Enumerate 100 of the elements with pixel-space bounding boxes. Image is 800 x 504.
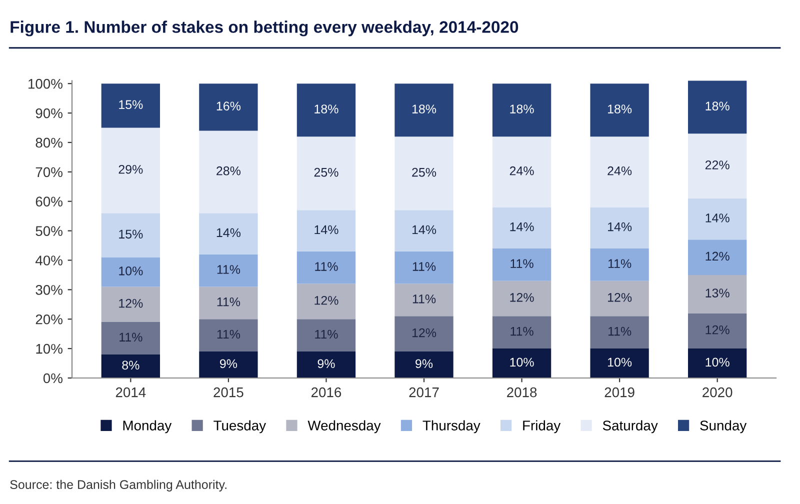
x-tick-label: 2017 <box>409 387 439 398</box>
data-label: 10% <box>608 358 632 367</box>
bar <box>394 352 454 378</box>
bar <box>394 210 454 252</box>
data-label: 22% <box>705 160 730 170</box>
legend-label: Sunday <box>700 420 747 434</box>
bar <box>199 130 258 214</box>
x-tick-label: 2018 <box>507 387 537 398</box>
bar <box>296 210 356 252</box>
data-label: 28% <box>216 166 241 176</box>
data-label: 15% <box>119 100 143 110</box>
y-tick-label: 50% <box>36 226 62 236</box>
data-label: 14% <box>706 214 730 222</box>
data-label: 14% <box>216 228 241 238</box>
data-label: 11% <box>412 294 436 304</box>
data-label: 24% <box>608 166 632 176</box>
data-label: 25% <box>314 168 338 177</box>
data-label: 14% <box>412 225 436 234</box>
data-label: 12% <box>119 298 143 308</box>
data-label: 14% <box>608 222 632 232</box>
bar <box>199 213 258 254</box>
bar <box>688 348 747 378</box>
bar <box>296 319 356 352</box>
legend-label: Wednesday <box>308 420 381 434</box>
data-label: 10% <box>119 266 143 276</box>
bar <box>296 352 356 378</box>
legend-label: Friday <box>523 420 561 434</box>
data-label: 11% <box>608 326 632 336</box>
bar <box>199 254 258 287</box>
data-label: 9% <box>220 359 238 368</box>
y-tick-label: 90% <box>36 108 62 118</box>
y-tick-label: 80% <box>36 138 62 148</box>
data-label: 11% <box>608 259 632 268</box>
y-tick-label: 20% <box>36 314 62 324</box>
x-tick-label: 2015 <box>214 387 244 398</box>
bar <box>688 134 747 198</box>
bar <box>590 316 649 349</box>
data-label: 12% <box>412 328 436 338</box>
data-label: 18% <box>510 104 534 114</box>
bar <box>101 84 160 128</box>
data-label: 8% <box>122 360 140 370</box>
bar <box>394 316 454 352</box>
data-label: 13% <box>706 288 730 298</box>
y-tick-label: 60% <box>36 196 62 207</box>
bar <box>492 280 552 316</box>
bar <box>101 128 160 214</box>
bar <box>492 207 552 248</box>
bar <box>688 274 747 314</box>
bar <box>492 348 552 378</box>
bar <box>101 257 160 287</box>
bar <box>101 322 160 354</box>
bar <box>492 248 552 281</box>
data-label: 11% <box>217 297 240 306</box>
x-tick-label: 2016 <box>311 387 342 398</box>
x-tick-label: 2014 <box>116 387 146 398</box>
data-label: 12% <box>314 296 338 305</box>
bar <box>590 207 649 248</box>
bar <box>199 286 258 320</box>
data-label: 12% <box>706 252 730 261</box>
data-label: 14% <box>314 225 338 234</box>
y-tick-label: 40% <box>35 256 62 266</box>
x-tick-label: 2020 <box>702 387 732 398</box>
data-label: 11% <box>120 332 142 342</box>
bar <box>394 136 454 210</box>
data-label: 11% <box>217 265 240 274</box>
y-tick-label: 100% <box>28 78 62 89</box>
data-label: 18% <box>608 104 632 114</box>
data-label: 12% <box>706 325 730 334</box>
bar <box>492 136 552 208</box>
bar <box>394 284 454 316</box>
bar <box>492 316 552 349</box>
data-label: 18% <box>706 102 730 110</box>
bar <box>688 313 747 349</box>
data-label: 29% <box>118 164 143 174</box>
bar <box>101 213 160 258</box>
data-label: 11% <box>217 330 240 339</box>
data-label: 12% <box>510 293 534 302</box>
bar <box>199 352 258 378</box>
data-label: 14% <box>510 222 534 232</box>
bar <box>296 251 356 284</box>
bar <box>199 319 258 352</box>
y-tick-label: 70% <box>36 167 62 178</box>
data-label: 11% <box>315 330 338 339</box>
y-tick-label: 30% <box>36 285 62 295</box>
data-label: 12% <box>608 293 632 302</box>
bar <box>688 198 747 240</box>
bar <box>492 84 552 137</box>
data-label: 10% <box>510 358 534 367</box>
data-label: 16% <box>216 102 241 110</box>
data-label: 11% <box>510 259 534 268</box>
bar <box>688 240 747 275</box>
chart-title: Figure 1. Number of stakes on betting every weekday, 2014-2020 <box>10 20 518 36</box>
data-label: 18% <box>412 104 436 114</box>
y-tick-label: 10% <box>36 344 62 354</box>
bar <box>296 84 356 137</box>
bar <box>296 284 356 320</box>
bar <box>199 84 258 131</box>
data-label: 24% <box>510 166 534 176</box>
data-label: 9% <box>318 359 335 368</box>
data-label: 11% <box>315 262 338 271</box>
